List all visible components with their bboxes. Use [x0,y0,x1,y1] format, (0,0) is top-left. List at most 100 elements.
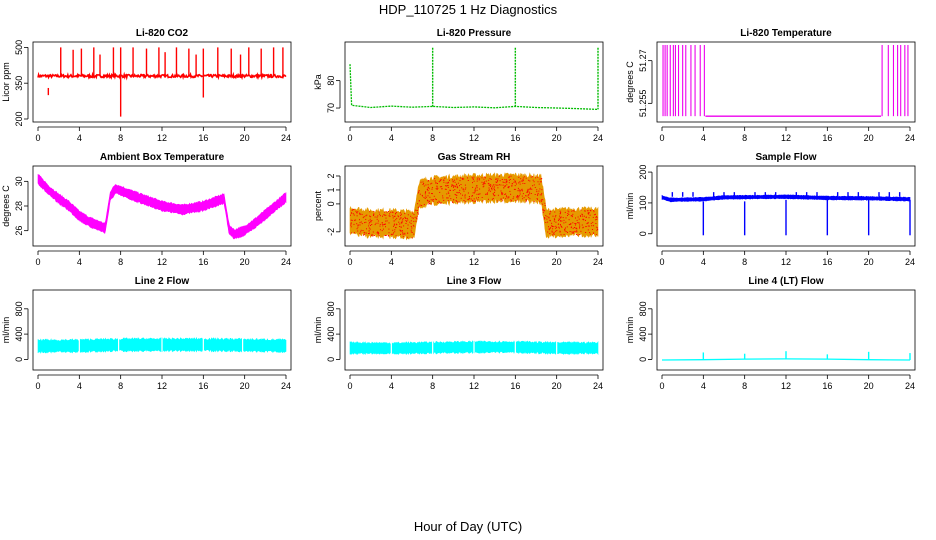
series-speckle [464,195,466,197]
series-speckle [514,185,516,187]
series-speckle [472,192,474,194]
series-speckle [394,215,396,217]
x-tick-label: 20 [552,133,562,143]
series-speckle [356,212,358,214]
series-speckle [424,198,426,199]
series-speckle [454,186,456,188]
series-speckle [593,211,595,213]
x-tick-label: 16 [198,381,208,391]
series-speckle [548,216,550,218]
series-speckle [528,196,530,198]
series-speckle [529,191,531,193]
series-speckle [556,230,558,232]
series-speckle [456,197,457,199]
series-speckle [440,202,442,204]
series-speckle [587,222,589,224]
plot-frame [32,289,292,371]
series-speckle [477,177,479,179]
series-speckle [444,177,446,179]
series-speckle [515,182,517,184]
series-speckle [548,229,550,231]
series-speckle [428,188,430,190]
series-speckle [356,211,358,213]
series-speckle [449,179,450,181]
series-speckle [516,196,518,198]
series-speckle [519,193,521,195]
series-speckle [506,196,508,198]
series-speckle [421,194,423,196]
series-speckle [587,222,589,223]
series-speckle [520,189,522,191]
series-speckle [392,211,394,213]
series-speckle [577,216,579,218]
series-speckle [406,221,408,223]
series-speckle [393,223,395,225]
series-speckle [373,215,374,216]
series-speckle [558,219,559,221]
series-speckle [393,216,395,217]
series-speckle [488,198,489,200]
series-speckle [456,178,458,180]
series-co2 [37,47,287,117]
series-speckle [359,224,361,226]
series-speckle [538,183,540,185]
series-speckle [447,182,448,184]
series-speckle [387,211,389,212]
series-speckle [541,189,543,191]
series-line [349,64,598,111]
series-speckle [545,215,547,217]
series-speckle [525,177,527,179]
series-speckle [422,184,424,185]
series-speckle [385,217,387,219]
x-tick-label: 4 [77,133,82,143]
series-speckle [350,226,352,228]
series-speckle [430,183,432,185]
series-speckle [518,182,520,184]
series-speckle [522,190,523,192]
series-speckle [350,214,351,216]
series-speckle [427,195,429,197]
series-speckle [485,193,487,195]
series-speckle [548,228,550,230]
series-speckle [430,199,432,201]
series-speckle [567,231,568,233]
series-speckle [555,221,557,223]
series-speckle [359,213,361,215]
series-speckle [376,232,378,234]
series-speckle [560,211,562,213]
series-speckle [382,224,384,225]
series-speckle [462,194,463,196]
plot-frame [32,165,292,247]
series-speckle [513,188,515,190]
series-speckle [452,189,454,191]
series-speckle [462,189,464,191]
series-speckle [423,185,425,187]
series-speckle [525,199,527,201]
series-speckle [529,180,531,182]
series-speckle [447,185,449,187]
series-speckle [441,186,443,188]
series-speckle [508,179,510,181]
series-speckle [539,178,541,180]
series-speckle [589,214,591,216]
series-speckle [390,211,392,213]
series-speckle [439,186,441,188]
series-speckle [513,181,515,183]
series-speckle [474,190,476,192]
series-speckle [524,183,526,184]
series-speckle [570,215,572,217]
plot-frame [344,165,604,247]
series-speckle [443,181,445,183]
y-tick-label: -2 [326,228,336,236]
series-speckle [400,230,402,232]
series-speckle [359,222,361,224]
series-speckle [370,221,372,223]
series-speckle [454,179,455,181]
series-speckle [585,219,586,221]
series-speckle [549,227,551,229]
series-speckle [537,192,539,194]
series-speckle [510,193,512,195]
series-speckle [595,226,597,228]
